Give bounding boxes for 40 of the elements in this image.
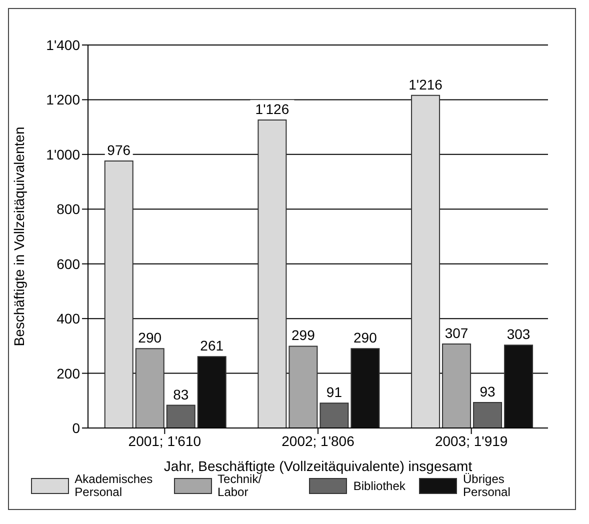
y-tick-label: 1'400 xyxy=(46,36,80,53)
data-label: 307 xyxy=(444,325,468,342)
bar xyxy=(473,402,502,428)
data-label: 290 xyxy=(138,330,162,346)
bar xyxy=(104,160,134,428)
y-tick-label: 800 xyxy=(56,201,80,218)
bar xyxy=(288,346,318,428)
bar xyxy=(166,404,196,428)
data-label: 91 xyxy=(326,384,342,400)
y-tick-label: 400 xyxy=(56,310,80,327)
data-label: 261 xyxy=(200,338,224,354)
y-tick-label: 1'000 xyxy=(46,146,80,162)
data-label: 1'126 xyxy=(255,100,290,117)
data-label: 83 xyxy=(173,386,189,402)
data-label: 290 xyxy=(354,330,378,346)
y-axis-title: Beschäftigte in Vollzeitäquivalenten xyxy=(10,126,27,346)
data-label: 93 xyxy=(480,384,496,400)
x-tick-label: 2002; 1'806 xyxy=(282,432,355,449)
bar xyxy=(135,348,164,428)
data-label: 303 xyxy=(506,326,530,342)
data-label: 1'216 xyxy=(408,76,443,92)
bar xyxy=(197,356,226,428)
legend-label: Bibliothek xyxy=(353,478,406,492)
y-tick-label: 1'200 xyxy=(46,92,80,108)
data-label: 299 xyxy=(292,327,316,344)
legend-label: Akademisches Personal xyxy=(74,472,154,499)
legend-label: Übriges Personal xyxy=(463,472,512,499)
bar xyxy=(411,94,440,428)
bar xyxy=(504,344,534,428)
bar xyxy=(320,402,349,428)
x-tick-label: 2003; 1'919 xyxy=(434,432,508,449)
bar xyxy=(258,119,287,428)
y-tick-label: 0 xyxy=(72,420,80,436)
bar xyxy=(442,344,472,428)
x-axis-title: Jahr, Beschäftigte (Vollzeitäquivalente) insgesamt xyxy=(164,458,472,474)
y-tick-label: 200 xyxy=(56,365,80,382)
y-tick-label: 600 xyxy=(56,256,80,272)
bar xyxy=(350,348,380,428)
data-label: 976 xyxy=(107,142,131,158)
x-tick-label: 2001; 1'610 xyxy=(128,432,202,449)
